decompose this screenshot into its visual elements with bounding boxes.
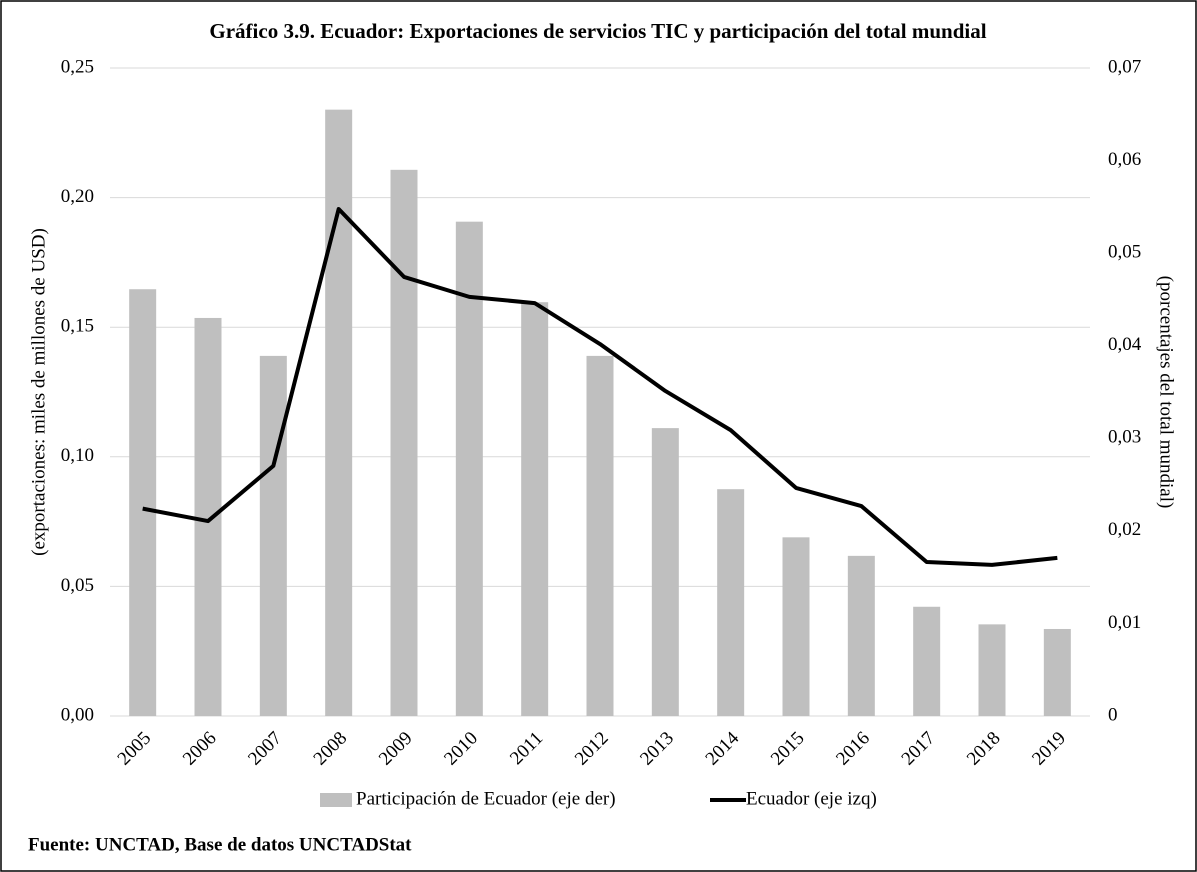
bar	[1043, 628, 1071, 716]
y-tick-label: 0,20	[61, 186, 94, 207]
bar	[455, 221, 483, 716]
y2-tick-label: 0,05	[1108, 242, 1141, 263]
legend	[248, 782, 955, 818]
y2-axis-title: (porcentajes del total mundial)	[1156, 276, 1177, 509]
source: Fuente: UNCTAD, Base de datos UNCTADStat	[28, 834, 412, 855]
bar	[325, 109, 353, 716]
bar	[129, 289, 157, 716]
y2-tick-label: 0,03	[1108, 427, 1141, 448]
chart-title: Gráfico 3.9. Ecuador: Exportaciones de s…	[209, 19, 986, 43]
line	[142, 207, 1058, 567]
bar	[782, 537, 810, 716]
legend-label: Ecuador (eje izq)	[746, 788, 877, 809]
bar	[913, 606, 941, 716]
bar	[717, 489, 745, 716]
y2-tick-label: 0,04	[1108, 334, 1142, 355]
y-tick-label: 0,00	[61, 704, 94, 725]
bar	[259, 355, 287, 716]
y2-tick-label: 0,01	[1108, 612, 1141, 633]
bar	[651, 428, 679, 716]
bar	[847, 555, 875, 716]
bar	[586, 355, 614, 716]
y-tick-label: 0,05	[61, 575, 94, 596]
y-axis-title: (exportaciones: miles de millones de USD…	[28, 228, 49, 556]
bar	[390, 169, 418, 717]
legend-swatch	[320, 793, 352, 807]
bar	[194, 317, 222, 716]
y2-tick-label: 0,02	[1108, 519, 1141, 540]
y2-tick-label: 0	[1108, 704, 1118, 725]
y2-tick-label: 0,07	[1108, 56, 1141, 77]
y-tick-label: 0,25	[61, 56, 94, 77]
bar	[521, 302, 549, 716]
y-tick-label: 0,15	[61, 316, 94, 337]
legend-label: Participación de Ecuador (eje der)	[356, 788, 616, 809]
bar	[978, 624, 1006, 716]
y-tick-label: 0,10	[61, 445, 94, 466]
y2-tick-label: 0,06	[1108, 149, 1141, 170]
